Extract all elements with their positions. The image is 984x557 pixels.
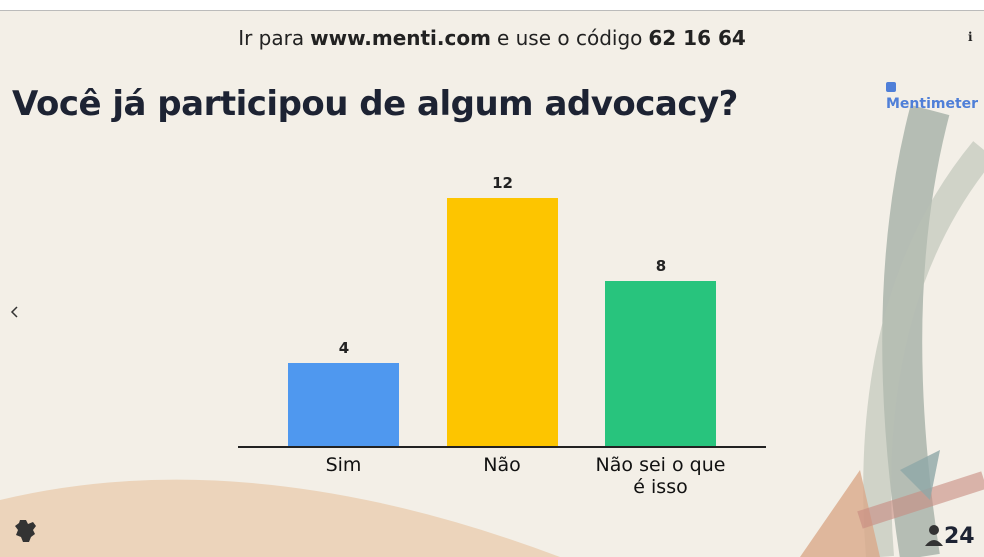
- prev-button[interactable]: [10, 305, 20, 319]
- info-button[interactable]: i: [968, 30, 973, 44]
- header-text: Ir para: [238, 26, 305, 50]
- x-tick-label: Não: [483, 454, 521, 476]
- chart-title: Você já participou de algum advocacy?: [12, 84, 738, 124]
- header-url: www.menti.com: [310, 26, 491, 50]
- data-label: 8: [655, 256, 667, 275]
- bar: [605, 280, 716, 446]
- data-label: 12: [492, 174, 513, 192]
- x-tick-label: Não sei o que é isso: [595, 454, 726, 498]
- data-label: 4: [338, 339, 350, 358]
- header-code: 62 16 64: [648, 26, 746, 50]
- bar: [288, 363, 399, 446]
- baseline: [238, 446, 766, 448]
- bar: [446, 198, 558, 446]
- join-instructions: Ir para www.menti.com e use o código 62 16 …: [0, 26, 984, 50]
- top-bar: [0, 0, 984, 11]
- brand-logo: Mentimeter: [886, 80, 984, 112]
- participant-count: 24: [944, 524, 975, 549]
- x-tick-label: Sim: [325, 454, 362, 476]
- header-text: e use o código: [496, 26, 643, 50]
